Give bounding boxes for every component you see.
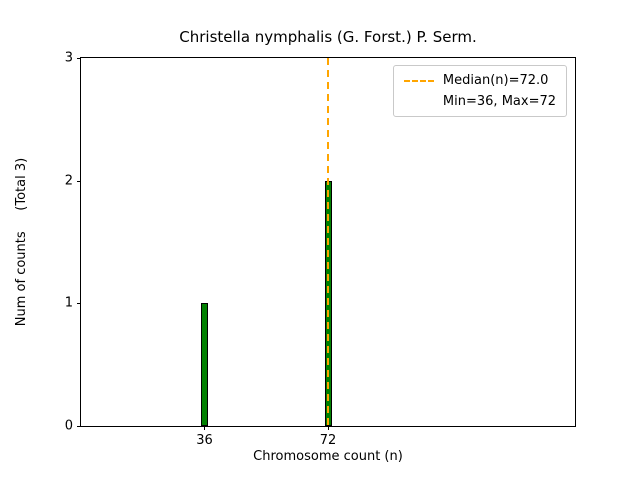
chart-title: Christella nymphalis (G. Forst.) P. Serm…: [179, 28, 477, 46]
legend-label-median: Median(n)=72.0: [442, 73, 549, 88]
x-tick-label: 72: [319, 433, 337, 448]
y-tick-label: 2: [64, 173, 73, 189]
legend-entry-minmax: Min=36, Max=72: [404, 94, 556, 109]
y-tick-mark: [77, 426, 81, 427]
y-tick-mark: [77, 58, 81, 59]
legend-entry-median: Median(n)=72.0: [403, 73, 556, 88]
y-tick-label: 0: [64, 418, 73, 434]
y-tick-mark: [77, 303, 81, 305]
x-tick-label: 36: [196, 433, 213, 448]
legend: Median(n)=72.0 Min=36, Max=72: [392, 65, 567, 117]
median-dashed-line-icon: [403, 79, 434, 82]
plot-area: Median(n)=72.0 Min=36, Max=72: [80, 57, 576, 427]
y-tick-label: 3: [64, 50, 73, 66]
x-tick-mark: [204, 426, 205, 430]
x-tick-mark: [327, 426, 329, 430]
y-axis-label: Num of counts (Total 3): [14, 157, 29, 327]
y-tick-label: 1: [64, 295, 73, 311]
bar-n36: [201, 303, 208, 426]
legend-label-minmax: Min=36, Max=72: [442, 94, 556, 109]
x-axis-label: Chromosome count (n): [253, 449, 403, 464]
y-tick-mark: [77, 180, 81, 182]
median-line: [327, 58, 329, 426]
